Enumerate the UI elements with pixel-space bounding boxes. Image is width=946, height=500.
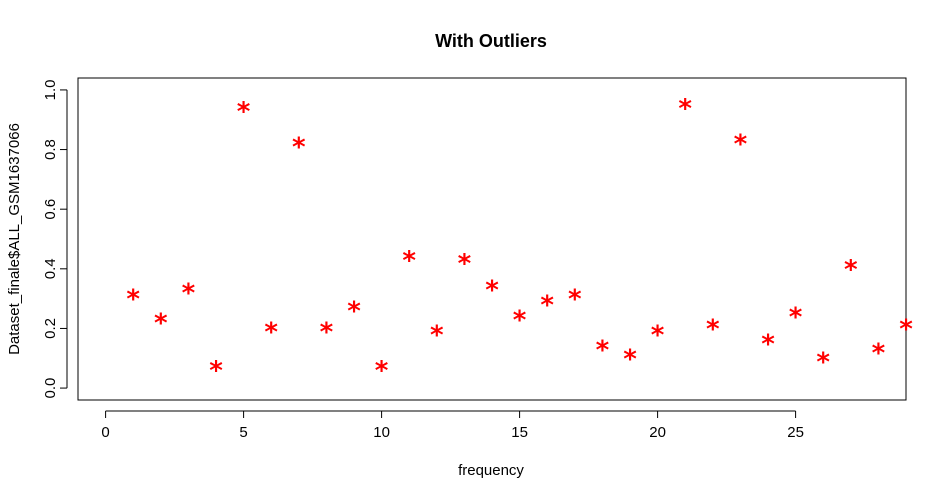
data-point: * [209,356,223,386]
y-axis-label: Dataset_finale$ALL_GSM1637066 [6,123,23,355]
data-point: * [485,276,499,306]
data-point: * [513,306,527,336]
data-point: * [623,344,637,374]
y-tick-label: 1.0 [42,79,59,100]
data-point: * [126,285,140,315]
data-point: * [154,309,168,339]
data-point: * [596,335,610,365]
x-tick-label: 5 [239,424,247,441]
data-point: * [458,249,472,279]
x-tick-label: 20 [649,424,666,441]
data-point: * [651,320,665,350]
data-point: * [347,297,361,327]
y-axis: 0.0 0.2 0.4 0.6 0.8 1.0 [42,79,68,399]
data-point: * [375,356,389,386]
data-point: * [292,133,306,163]
data-point: * [182,279,196,309]
data-point: * [430,320,444,350]
data-point: * [844,255,858,285]
data-points: * * * * * * * * * * * * * * * * * * * * * * * * * * * * * [126,94,913,386]
data-point: * [761,329,775,359]
data-point: * [734,130,748,160]
plot-frame [77,77,907,401]
data-point: * [678,94,692,124]
data-point: * [402,246,416,276]
data-point: * [540,291,554,321]
chart-title: With Outliers [435,31,547,51]
x-tick-label: 0 [101,424,109,441]
x-tick-label: 15 [511,424,528,441]
data-point: * [899,314,913,344]
x-axis-label: frequency [458,462,524,479]
data-point: * [872,338,886,368]
data-point: * [816,347,830,377]
data-point: * [264,317,278,347]
y-tick-label: 0.8 [42,139,59,160]
x-tick-label: 25 [787,424,804,441]
y-tick-label: 0.0 [42,378,59,399]
x-axis: 0 5 10 15 20 25 [101,410,804,441]
y-tick-label: 0.6 [42,199,59,220]
data-point: * [706,314,720,344]
data-point: * [320,317,334,347]
data-point: * [237,97,251,127]
x-tick-label: 10 [373,424,390,441]
y-tick-label: 0.2 [42,318,59,339]
data-point: * [568,285,582,315]
data-point: * [789,303,803,333]
y-tick-label: 0.4 [42,258,59,279]
